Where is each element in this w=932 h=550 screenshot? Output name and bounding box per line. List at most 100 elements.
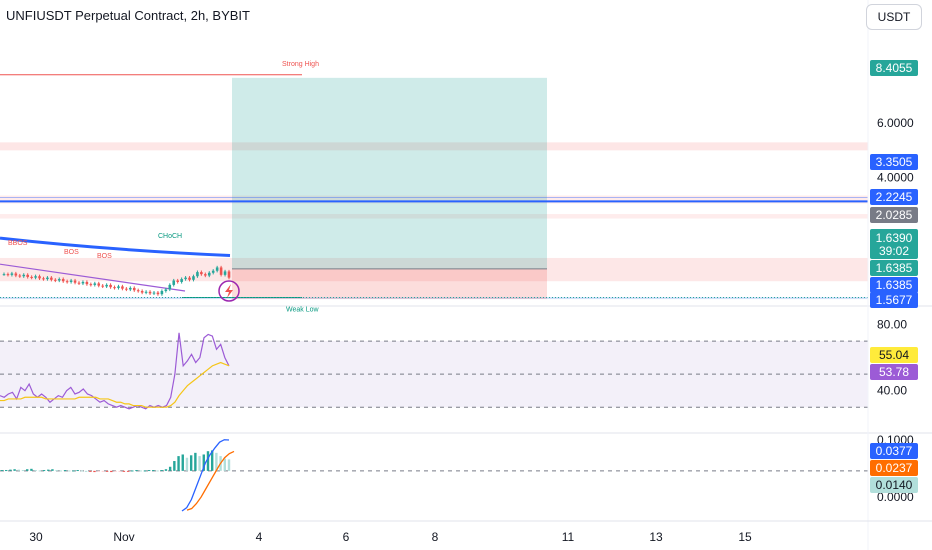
macd-histogram-bar [118,470,121,472]
price-pane[interactable]: Strong High Weak Low BBOS BOS BOS CHoCH [0,61,932,314]
candle [113,287,116,289]
supply-zone [0,195,868,204]
lightning-bolt-icon [225,284,233,298]
macd-histogram-bar [55,470,58,472]
rsi-ma-value-label-text: 55.04 [879,348,909,362]
macd-histogram-bar [160,470,163,472]
macd-histogram-bar [131,470,134,472]
candle [129,287,132,290]
supply-zone [0,142,868,151]
macd-histogram-bar [173,461,176,471]
price-label [870,260,918,276]
annotation-label: BBOS [8,240,28,247]
candle [30,276,33,278]
candle [46,277,49,280]
macd-histogram-bar [84,470,88,472]
macd-histogram-bar [110,470,113,473]
candle [156,292,160,295]
currency-button[interactable]: USDT [866,4,922,30]
candle [227,271,231,278]
histogram-value-label [870,477,918,493]
candle [211,270,215,273]
candle [152,292,156,294]
price-label-text: 3.3505 [876,155,913,169]
macd-histogram-bar [5,470,8,472]
candle [144,291,148,293]
macd-line [181,439,230,512]
macd-histogram-bar [215,452,218,471]
candle [50,277,53,280]
macd-histogram-bar [227,459,231,471]
candle [101,285,104,287]
candle [121,286,124,289]
annotation-label: BOS [97,253,112,260]
time-tick-label: 13 [649,530,663,544]
candle [97,283,101,286]
macd-histogram-bar [72,470,75,472]
price-label-text: 1.6385 [876,278,913,292]
macd-histogram-bar [34,470,37,472]
signal-line [186,450,235,511]
candle [6,274,10,276]
macd-histogram-bar [105,470,109,472]
time-tick-label: 11 [562,530,575,544]
candle [38,276,41,279]
macd-histogram-bar [202,454,205,471]
candle [14,273,18,276]
macd-histogram-bar [156,470,159,472]
rsi-tick-label: 40.00 [877,384,907,398]
chart-title: UNFIUSDT Perpetual Contract, 2h, BYBIT [6,8,250,23]
candle [132,287,136,291]
candle [184,277,187,280]
annotation-label: Weak Low [286,307,319,314]
macd-histogram-bar [9,469,12,471]
candle [215,267,219,271]
price-tick-label: 4.0000 [877,171,914,185]
candle [18,275,22,277]
price-label [870,189,918,205]
candle [168,284,172,290]
price-label-text: 1.6385 [876,261,913,275]
histogram-value-label-text: 0.0140 [876,478,913,492]
price-axis[interactable]: 4.00003.00006.00008.40553.35052.22452.02… [867,0,918,550]
time-tick-label: 4 [256,530,263,544]
macd-histogram-bar [139,470,142,472]
macd-histogram-bar [210,450,214,471]
macd-histogram-bar [181,454,184,471]
macd-histogram-bar [68,470,71,472]
take-profit-zone [232,77,547,269]
price-label-text: 1.5677 [876,293,913,307]
time-tick-label: 8 [432,530,439,544]
macd-histogram-bar [164,469,168,471]
candle [136,290,140,292]
time-axis[interactable]: 30 Nov 4 6 8 11 13 15 [0,520,932,544]
current-price-label [870,229,918,259]
macd-histogram-bar [194,452,197,471]
macd-pane[interactable] [0,439,868,512]
candle [2,274,6,276]
rsi-pane[interactable] [0,332,932,434]
candle [93,283,97,285]
candle [26,274,29,277]
rsi-value-label-text: 53.78 [879,365,909,379]
macd-histogram-bar [30,468,33,471]
candle [125,288,128,290]
price-tick-label: 6.0000 [877,116,914,130]
time-tick-label: 30 [29,530,43,544]
candle [204,274,207,276]
supply-zone [0,214,868,219]
candle [140,291,144,293]
macd-histogram-bar [80,470,84,472]
macd-histogram-bar [223,458,226,471]
macd-histogram-bar [206,451,210,471]
price-label [870,154,918,170]
candle [196,272,199,277]
candle [69,280,73,282]
candle [54,279,57,281]
price-label-text: 2.2245 [876,190,913,204]
price-label [870,60,918,76]
supply-zone [0,257,868,282]
candle [73,280,77,283]
macd-histogram-bar [17,469,21,471]
